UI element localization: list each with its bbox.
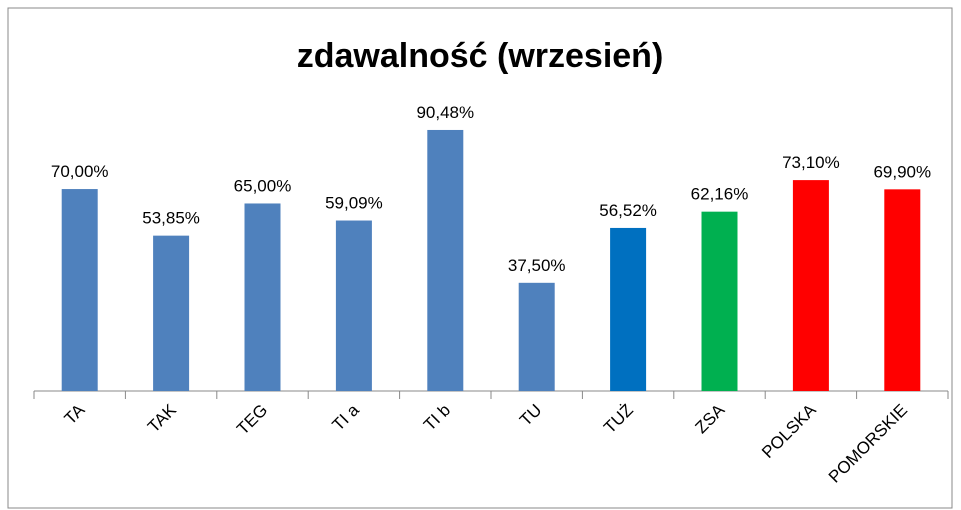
chart-title: zdawalność (wrzesień) — [297, 37, 664, 75]
value-label: 53,85% — [142, 209, 200, 228]
bar — [427, 129, 464, 391]
bar — [153, 235, 190, 391]
value-label: 90,48% — [416, 103, 474, 122]
bar — [701, 211, 738, 391]
value-label: 37,50% — [508, 256, 566, 275]
value-label: 59,09% — [325, 194, 383, 213]
value-label: 69,90% — [873, 162, 931, 181]
bar — [518, 282, 555, 391]
bar — [335, 220, 372, 391]
bar — [244, 203, 281, 391]
bar — [61, 189, 98, 391]
bar — [610, 227, 647, 391]
bar — [792, 180, 829, 391]
value-label: 70,00% — [51, 162, 109, 181]
value-label: 62,16% — [691, 185, 749, 204]
bar — [884, 189, 921, 391]
value-label: 56,52% — [599, 201, 657, 220]
value-label: 73,10% — [782, 153, 840, 172]
value-label: 65,00% — [234, 176, 292, 195]
